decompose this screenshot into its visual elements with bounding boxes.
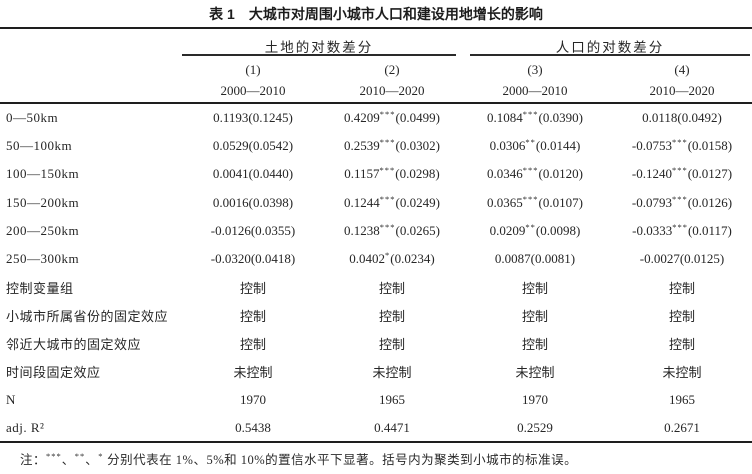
cell: 未控制: [662, 365, 702, 381]
cell: 控制: [521, 337, 548, 353]
table-row: 控制变量组 控制 控制 控制 控制: [0, 273, 752, 301]
cell: 未控制: [372, 365, 412, 381]
cell: 0.0306**(0.0144): [489, 137, 581, 154]
cell: 0.0209**(0.0098): [489, 221, 581, 238]
table-row: 0—50km 0.1193(0.1245) 0.4209***(0.0499) 0.1…: [0, 104, 752, 132]
cell: 控制: [668, 280, 695, 296]
cell: 控制: [521, 280, 548, 296]
table-row: 邻近大城市的固定效应 控制 控制 控制 控制: [0, 330, 752, 358]
cell: 控制: [239, 308, 266, 324]
row-label: 邻近大城市的固定效应: [6, 337, 142, 353]
row-label: 控制变量组: [6, 280, 74, 296]
row-label: 小城市所属省份的固定效应: [6, 308, 169, 324]
cell: 0.0402*(0.0234): [349, 250, 435, 267]
cell: 0.1193(0.1245): [213, 110, 293, 126]
cell: -0.0793***(0.0126): [631, 193, 733, 210]
cell: 控制: [378, 280, 405, 296]
cell: 0.2671: [664, 420, 700, 436]
cell: 控制: [521, 308, 548, 324]
rule-header-bottom: [0, 102, 752, 104]
cell: 0.0346***(0.0120): [487, 165, 583, 182]
row-label: 200—250km: [6, 222, 80, 238]
col-header-4: (4): [674, 62, 690, 77]
cell: -0.1240***(0.0127): [631, 165, 733, 182]
cell: 0.0529(0.0542): [212, 138, 294, 154]
cell: -0.0126(0.0355): [210, 222, 296, 238]
cell: 1965: [379, 391, 405, 407]
table-row: N 1970 1965 1970 1965: [0, 386, 752, 414]
col-period-2: 2010—2020: [359, 83, 425, 98]
col-period-1: 2000—2010: [220, 83, 286, 98]
cell: 0.2529: [517, 420, 553, 436]
group-header-land: 土地的对数差分: [264, 40, 374, 55]
row-label: 150—200km: [6, 194, 80, 210]
table-title-text: 大城市对周围小城市人口和建设用地增长的影响: [248, 6, 543, 22]
cell: 0.0365***(0.0107): [487, 193, 583, 210]
cell: -0.0320(0.0418): [210, 251, 296, 267]
spanner-rule-population: [470, 54, 750, 56]
cell: 0.4471: [374, 420, 410, 436]
col-period-4: 2010—2020: [649, 83, 715, 98]
table-number: 表 1: [209, 6, 235, 22]
cell: 0.0041(0.0440): [212, 166, 294, 182]
table-row: 小城市所属省份的固定效应 控制 控制 控制 控制: [0, 301, 752, 329]
cell: 0.4209***(0.0499): [344, 109, 440, 126]
cell: 1970: [522, 391, 548, 407]
table-note: 注：***、**、* 分别代表在 1%、5%和 10%的置信水平下显著。括号内为…: [20, 451, 578, 467]
cell: 控制: [239, 280, 266, 296]
cell: 0.1084***(0.0390): [487, 109, 583, 126]
col-header-3: (3): [527, 62, 543, 77]
cell: 0.1244***(0.0249): [344, 193, 440, 210]
row-label: N: [6, 391, 16, 407]
col-header-1: (1): [245, 62, 261, 77]
table-row: 250—300km -0.0320(0.0418) 0.0402*(0.0234) 0…: [0, 245, 752, 273]
row-label: 100—150km: [6, 166, 80, 182]
row-label: 0—50km: [6, 110, 59, 126]
col-header-2: (2): [384, 62, 400, 77]
row-label: 时间段固定效应: [6, 365, 101, 381]
col-period-3: 2000—2010: [502, 83, 568, 98]
group-header-population: 人口的对数差分: [555, 40, 665, 55]
spanner-rule-land: [182, 54, 456, 56]
table-body: 0—50km 0.1193(0.1245) 0.4209***(0.0499) 0.1…: [0, 104, 752, 442]
row-label: adj. R²: [6, 420, 45, 436]
cell: 0.2539***(0.0302): [344, 137, 440, 154]
cell: -0.0333***(0.0117): [632, 221, 732, 238]
row-label: 250—300km: [6, 251, 80, 267]
cell: 控制: [378, 337, 405, 353]
table-row: 时间段固定效应 未控制 未控制 未控制 未控制: [0, 358, 752, 386]
table-row: 150—200km 0.0016(0.0398) 0.1244***(0.0249)…: [0, 189, 752, 217]
cell: 控制: [668, 337, 695, 353]
cell: 0.1157***(0.0298): [344, 165, 440, 182]
rule-table-bottom: [0, 441, 752, 443]
row-label: 50—100km: [6, 138, 73, 154]
cell: 0.1238***(0.0265): [344, 221, 440, 238]
cell: -0.0753***(0.0158): [631, 137, 733, 154]
cell: 0.5438: [235, 420, 271, 436]
table-row: 50—100km 0.0529(0.0542) 0.2539***(0.0302) 0…: [0, 132, 752, 160]
rule-top: [0, 27, 752, 29]
cell: 0.0016(0.0398): [212, 194, 294, 210]
cell: 1965: [669, 391, 695, 407]
cell: 控制: [378, 308, 405, 324]
table-title: 表 1 大城市对周围小城市人口和建设用地增长的影响: [0, 4, 752, 24]
table-row: adj. R² 0.5438 0.4471 0.2529 0.2671: [0, 414, 752, 442]
cell: 0.0118(0.0492): [642, 110, 722, 126]
cell: 控制: [668, 308, 695, 324]
cell: -0.0027(0.0125): [639, 251, 725, 267]
cell: 未控制: [233, 365, 273, 381]
table-row: 200—250km -0.0126(0.0355) 0.1238***(0.0265…: [0, 217, 752, 245]
cell: 1970: [240, 391, 266, 407]
cell: 控制: [239, 337, 266, 353]
table-row: 100—150km 0.0041(0.0440) 0.1157***(0.0298)…: [0, 160, 752, 188]
cell: 未控制: [515, 365, 555, 381]
cell: 0.0087(0.0081): [494, 251, 576, 267]
